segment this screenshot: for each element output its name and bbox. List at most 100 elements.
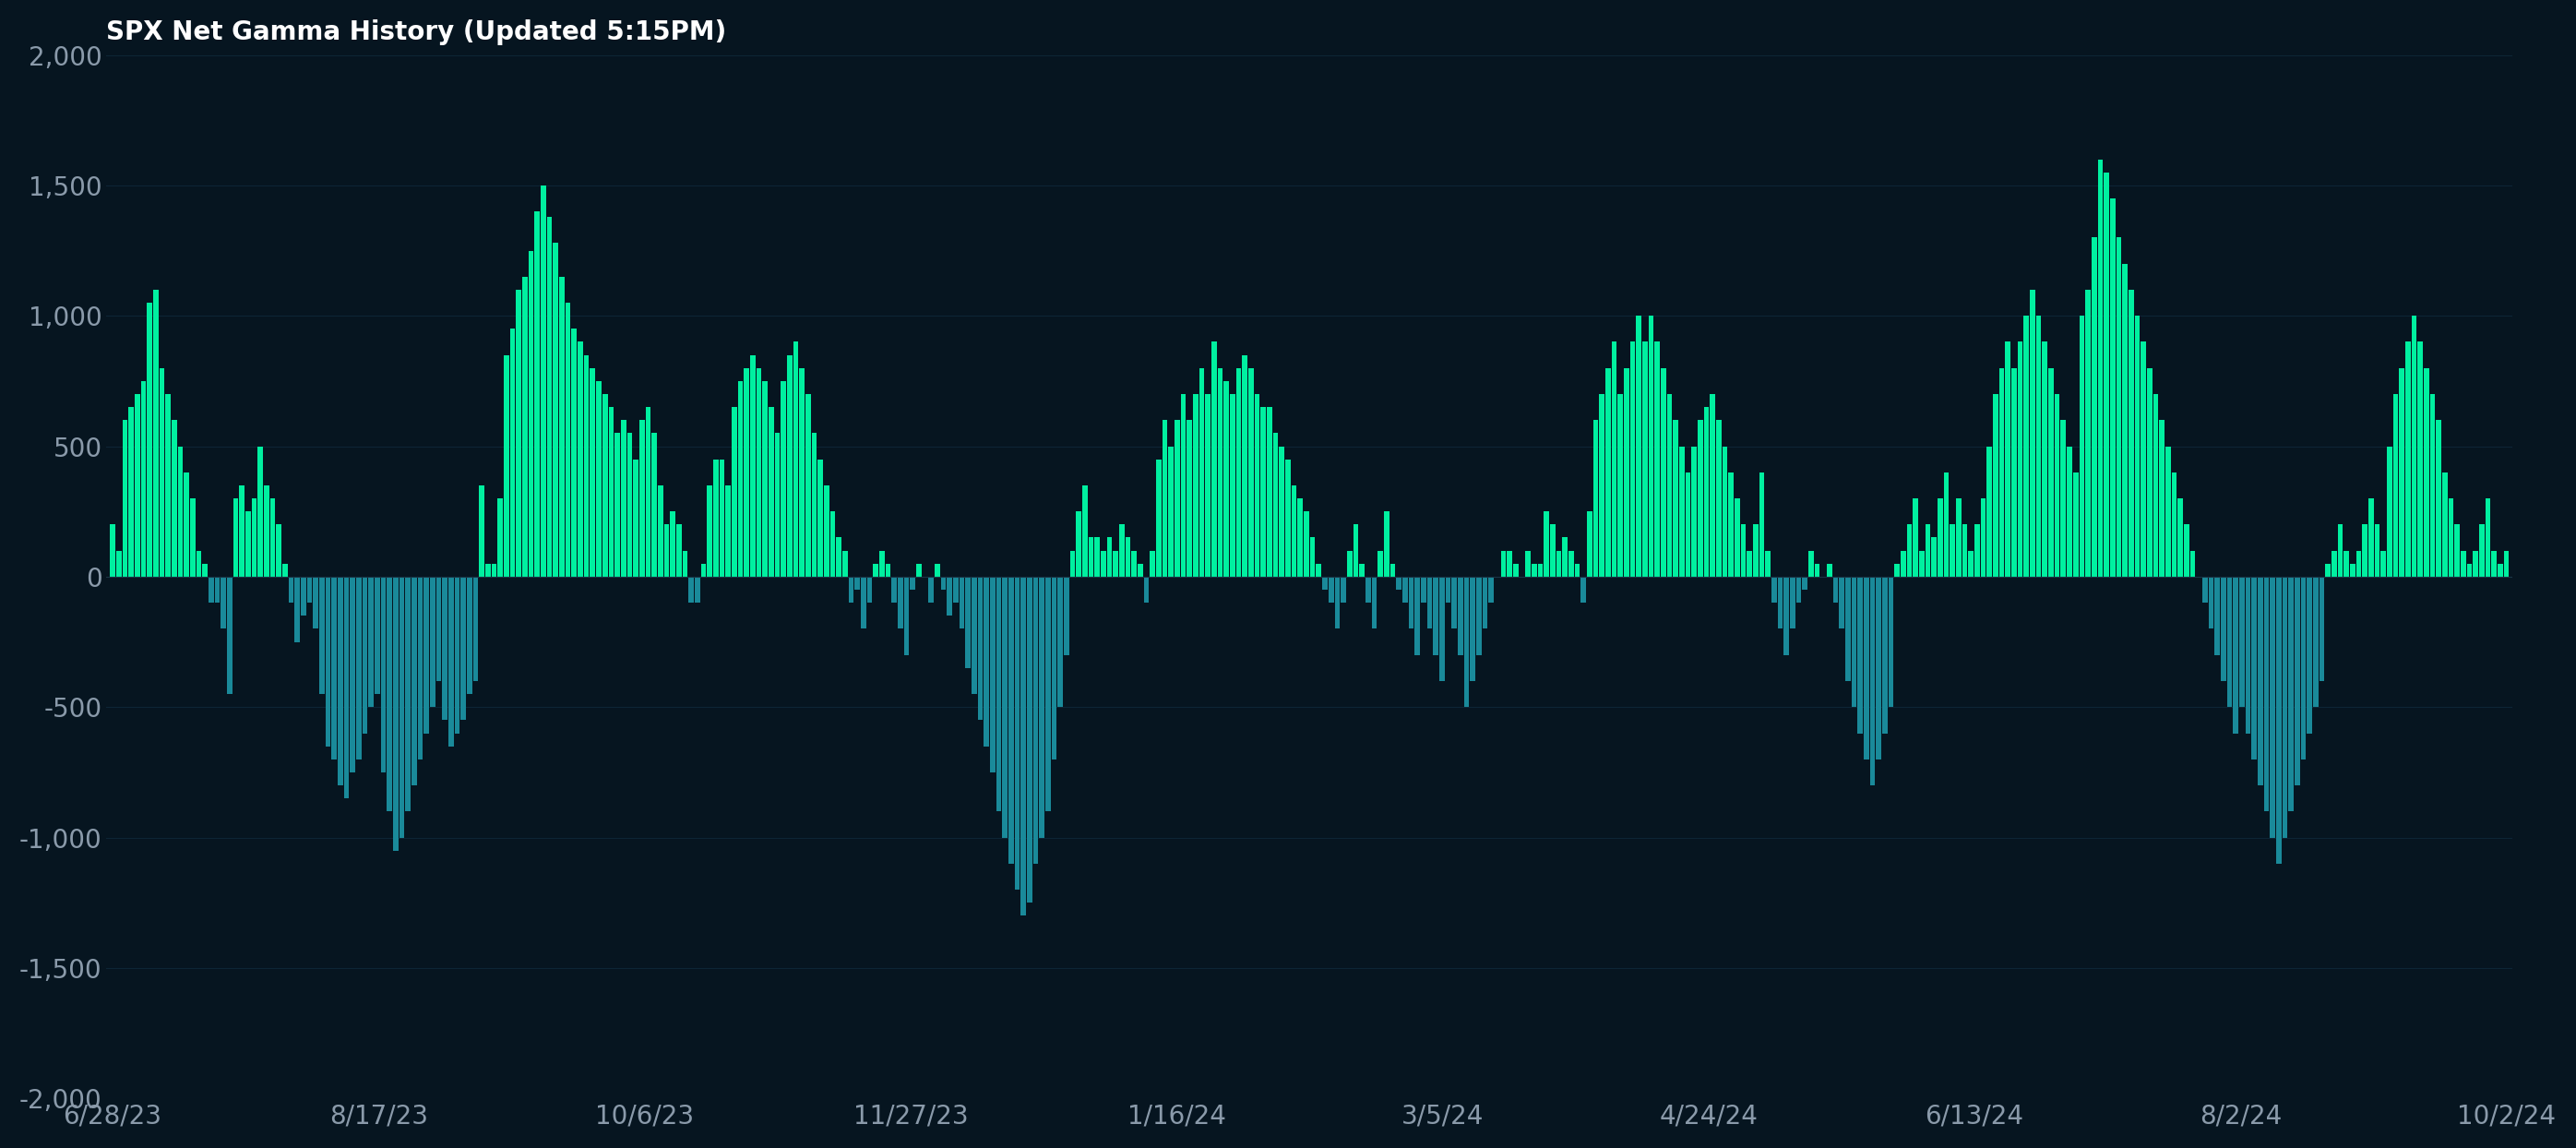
Bar [2110, 199, 2115, 576]
Bar [2398, 369, 2403, 576]
Bar [1685, 472, 1690, 576]
Bar [1875, 576, 1880, 759]
Bar [147, 303, 152, 576]
Bar [2269, 576, 2275, 838]
Bar [2424, 369, 2429, 576]
Bar [2035, 316, 2040, 576]
Bar [1002, 576, 1007, 838]
Bar [1919, 551, 1924, 576]
Bar [683, 551, 688, 576]
Bar [2141, 342, 2146, 576]
Bar [1149, 551, 1154, 576]
Bar [855, 576, 860, 590]
Bar [1193, 394, 1198, 576]
Bar [608, 408, 613, 576]
Bar [1618, 394, 1623, 576]
Bar [528, 250, 533, 576]
Bar [1347, 551, 1352, 576]
Bar [2251, 576, 2257, 759]
Bar [2105, 172, 2110, 576]
Bar [1316, 564, 1321, 576]
Bar [453, 576, 461, 734]
Bar [283, 564, 289, 576]
Bar [1077, 512, 1082, 576]
Bar [860, 576, 866, 629]
Bar [817, 459, 822, 576]
Bar [595, 381, 600, 576]
Bar [1188, 420, 1193, 576]
Bar [1777, 576, 1783, 629]
Bar [121, 420, 129, 576]
Bar [647, 408, 652, 576]
Bar [425, 576, 430, 734]
Bar [1095, 537, 1100, 576]
Bar [2295, 576, 2300, 785]
Bar [1734, 498, 1739, 576]
Bar [909, 576, 914, 590]
Bar [1450, 576, 1458, 629]
Bar [590, 369, 595, 576]
Bar [332, 576, 337, 759]
Bar [1692, 447, 1698, 576]
Bar [603, 394, 608, 576]
Bar [1662, 369, 1667, 576]
Bar [2499, 564, 2504, 576]
Bar [1986, 447, 1991, 576]
Bar [1329, 576, 1334, 603]
Bar [394, 576, 399, 851]
Bar [1157, 459, 1162, 576]
Bar [523, 277, 528, 576]
Bar [997, 576, 1002, 812]
Bar [737, 381, 742, 576]
Bar [2190, 551, 2195, 576]
Bar [1747, 551, 1752, 576]
Bar [301, 576, 307, 615]
Bar [1242, 355, 1247, 576]
Bar [1814, 564, 1819, 576]
Bar [2166, 447, 2172, 576]
Bar [546, 217, 551, 576]
Bar [1028, 576, 1033, 902]
Bar [953, 576, 958, 603]
Bar [1569, 551, 1574, 576]
Bar [2208, 576, 2213, 629]
Bar [2504, 551, 2509, 576]
Bar [1906, 525, 1911, 576]
Bar [1139, 564, 1144, 576]
Bar [435, 576, 440, 681]
Bar [657, 486, 662, 576]
Bar [1963, 525, 1968, 576]
Bar [1893, 564, 1899, 576]
Bar [2257, 576, 2262, 785]
Bar [1543, 512, 1548, 576]
Bar [979, 576, 984, 720]
Bar [1556, 551, 1561, 576]
Bar [497, 498, 502, 576]
Bar [1574, 564, 1579, 576]
Bar [824, 486, 829, 576]
Bar [989, 576, 994, 773]
Bar [2460, 551, 2465, 576]
Bar [2177, 498, 2182, 576]
Bar [2128, 289, 2133, 576]
Bar [1046, 576, 1051, 812]
Bar [461, 576, 466, 720]
Bar [2136, 316, 2141, 576]
Bar [1175, 420, 1180, 576]
Bar [1649, 316, 1654, 576]
Bar [1968, 551, 1973, 576]
Bar [577, 342, 582, 576]
Bar [2184, 525, 2190, 576]
Bar [1236, 369, 1242, 576]
Bar [479, 486, 484, 576]
Bar [2388, 447, 2393, 576]
Bar [2447, 498, 2452, 576]
Bar [1255, 394, 1260, 576]
Bar [1391, 564, 1396, 576]
Bar [2300, 576, 2306, 759]
Bar [515, 289, 520, 576]
Bar [2215, 576, 2221, 656]
Bar [1422, 576, 1427, 603]
Bar [2154, 394, 2159, 576]
Bar [2159, 420, 2164, 576]
